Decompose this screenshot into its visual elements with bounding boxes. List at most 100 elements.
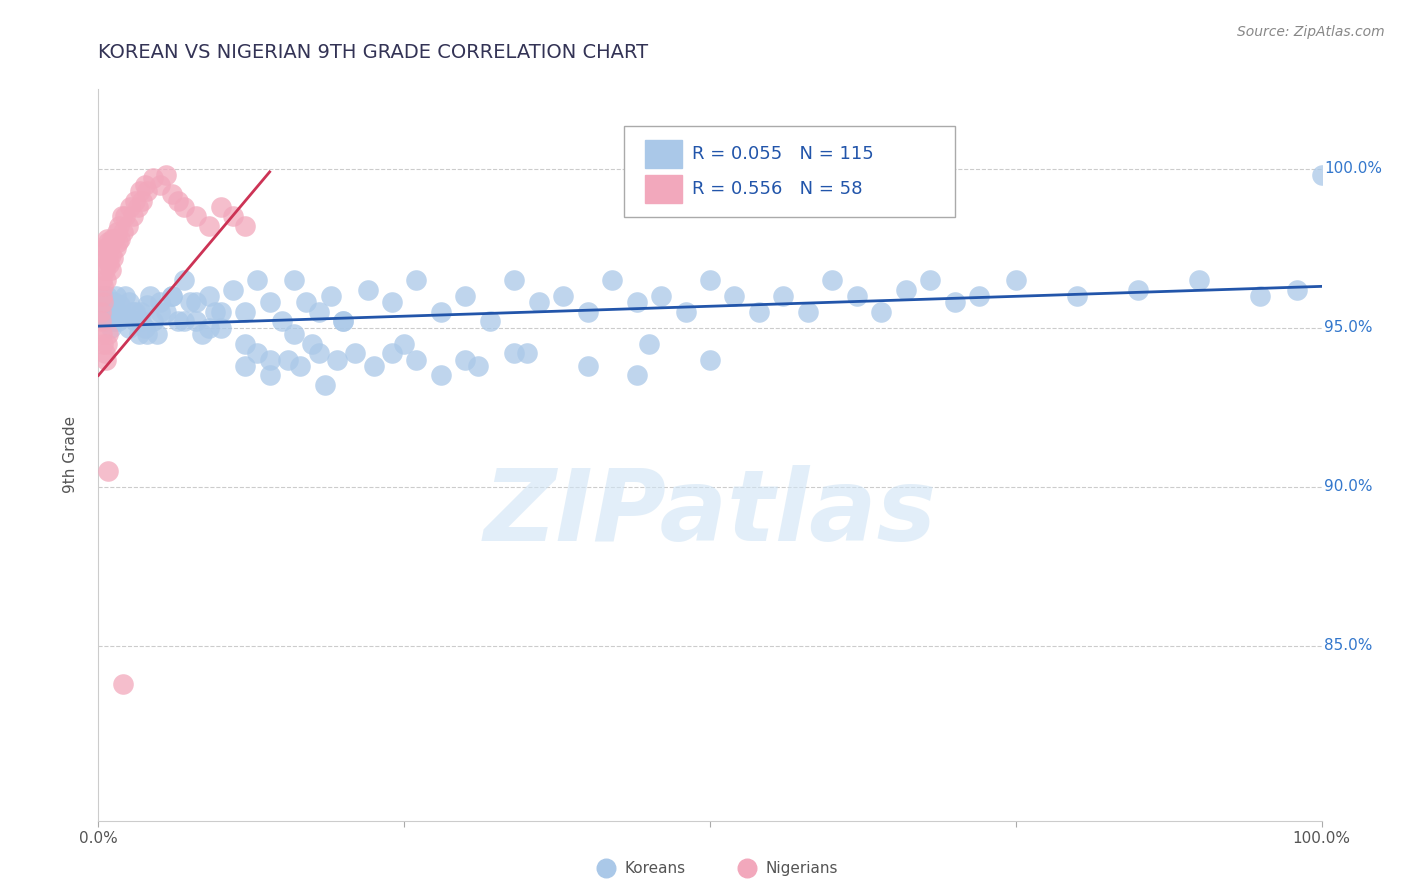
Point [209,200,232,214]
Point [117,219,139,233]
Point [149,178,172,192]
Point [91,327,114,342]
Point [197,289,219,303]
Point [121,305,143,319]
Text: 95.0%: 95.0% [1324,320,1372,335]
Point [173,314,195,328]
Point [94,352,117,367]
Point [149,305,172,319]
Point [91,295,114,310]
Point [381,295,404,310]
Text: 90.0%: 90.0% [1324,479,1372,494]
Point [129,314,152,328]
Point [111,225,134,239]
Point [142,314,165,328]
Point [91,336,114,351]
Point [142,171,165,186]
Point [124,314,146,328]
Point [186,295,208,310]
Point [91,279,114,293]
Point [626,295,648,310]
Point [118,295,141,310]
Point [114,210,136,224]
Point [553,289,575,303]
Point [121,210,143,224]
Point [104,289,127,303]
Point [103,295,125,310]
Point [1310,168,1333,182]
Point [943,295,966,310]
Y-axis label: 9th Grade: 9th Grade [63,417,77,493]
Point [160,289,183,303]
Point [1004,273,1026,287]
Point [93,295,115,310]
Point [131,194,153,208]
Point [97,327,120,342]
Point [91,298,114,312]
Point [139,289,162,303]
Point [111,677,134,691]
Point [96,336,118,351]
Point [167,194,190,208]
Point [90,314,112,328]
Point [101,305,124,319]
Point [91,289,114,303]
Text: R = 0.556   N = 58: R = 0.556 N = 58 [692,179,862,198]
Point [283,327,305,342]
Point [675,305,697,319]
Point [100,247,122,261]
Point [97,464,120,478]
Point [1286,283,1309,297]
Point [120,200,142,214]
Point [93,346,115,360]
Point [748,305,770,319]
Point [101,314,124,328]
Point [90,305,112,319]
Point [107,314,129,328]
Point [222,210,245,224]
Point [246,346,269,360]
Point [160,289,183,303]
Point [527,295,550,310]
Point [259,352,281,367]
Point [134,178,156,192]
Point [155,168,177,182]
Point [723,289,745,303]
Point [772,289,794,303]
Point [363,359,385,373]
Point [96,289,118,303]
Point [381,346,404,360]
Point [1128,283,1150,297]
Point [478,314,501,328]
Point [173,273,195,287]
Point [93,241,115,255]
Point [332,314,354,328]
Point [233,219,256,233]
Point [1249,289,1271,303]
Point [160,187,183,202]
Point [967,289,990,303]
Point [405,273,427,287]
Point [308,346,330,360]
Point [98,311,121,326]
Text: KOREAN VS NIGERIAN 9TH GRADE CORRELATION CHART: KOREAN VS NIGERIAN 9TH GRADE CORRELATION… [98,43,648,62]
Text: Source: ZipAtlas.com: Source: ZipAtlas.com [1237,25,1385,38]
Point [94,273,117,287]
Point [100,263,122,277]
Point [699,352,721,367]
Point [105,305,128,319]
Point [124,305,146,319]
Point [356,283,378,297]
Point [97,235,120,249]
Point [98,241,121,255]
Point [94,305,117,319]
Point [430,368,453,383]
Bar [645,140,682,169]
Point [91,273,114,287]
Point [149,295,172,310]
Point [197,219,219,233]
Point [108,219,131,233]
Point [326,352,349,367]
Point [129,305,152,319]
Point [104,241,127,255]
